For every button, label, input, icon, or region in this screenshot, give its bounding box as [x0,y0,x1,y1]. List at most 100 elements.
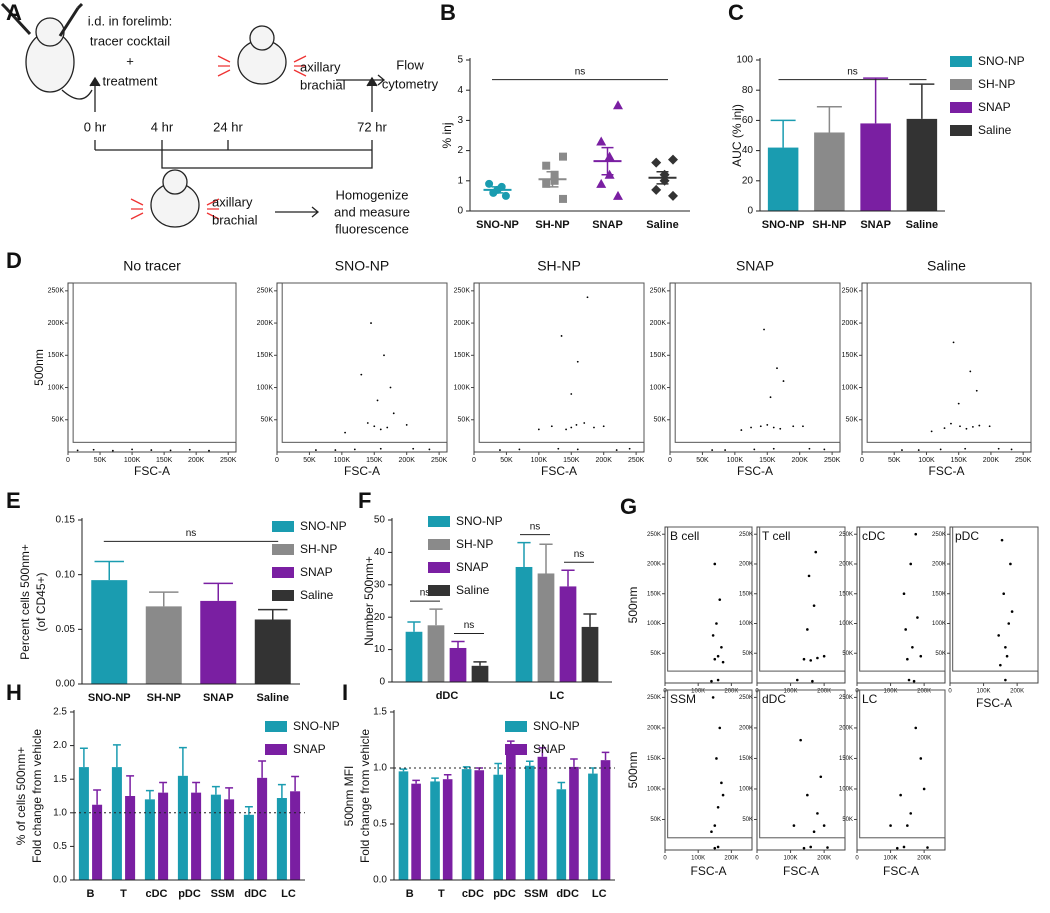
y-axis-label: % inj [440,122,454,148]
x-tick-label: SH-NP [147,692,181,704]
y-tick-label: 250K [739,695,753,701]
y-tick-label: 250K [932,532,946,538]
gate [759,526,846,672]
x-tick-label: SNAP [592,219,623,231]
bar [461,769,472,880]
x-tick-label: 200K [1010,689,1024,695]
bar [537,756,548,880]
y-tick-label: 3 [457,115,463,126]
bar [860,123,891,211]
data-point [812,604,816,607]
error-bar [557,781,566,790]
data-point [911,645,914,649]
x-tick-label: 50K [888,457,901,464]
annotation: ns [575,66,586,77]
y-tick-label: 50K [846,417,859,424]
error-bar [412,779,420,784]
data-point [711,634,715,637]
x-axis-label: FSC-A [134,464,170,478]
data-point [1009,562,1012,566]
y-tick-label: 20 [374,612,386,623]
data-point [593,426,595,429]
x-tick-label: 200K [724,689,738,695]
data-point [906,657,909,661]
x-tick-label: 200K [917,689,931,695]
data-point [819,775,823,779]
x-tick-label: SNO-NP [762,219,805,231]
x-tick-label: Saline [646,219,678,231]
data-point [565,428,567,431]
gate [859,689,946,839]
x-tick-label: 50K [94,457,107,464]
error-bar [770,119,796,148]
bar [515,566,533,682]
data-point [570,393,573,395]
y-tick-label: 0.5 [53,841,67,852]
legend-swatch [272,544,294,555]
data-point [613,190,623,200]
y-tick-label: 200K [932,562,946,568]
x-tick-label: 0 [663,856,667,862]
data-point [916,616,919,619]
bar [588,773,598,880]
data-point [501,191,510,200]
gate [281,282,448,443]
legend-swatch [428,585,450,596]
x-tick-label: 100K [727,457,744,464]
error-bar [601,146,614,176]
data-point [975,389,978,392]
error-bar [546,170,559,188]
error-bar [145,789,154,800]
gate [859,526,946,672]
timepoint: 0 hr [84,119,107,134]
x-tick-label: 100K [918,457,935,464]
y-tick-label: 0.0 [373,875,387,886]
diagram-text: brachial [212,212,258,227]
data-point [919,757,923,760]
legend-swatch [272,567,294,578]
gate [759,689,846,839]
plot-label: pDC [955,529,979,543]
data-point [724,449,727,451]
annotation: ns [420,588,431,599]
y-tick-label: 0 [379,677,385,688]
bar [471,665,489,682]
y-axis-label: AUC (% inj) [730,104,744,167]
error-bar [159,781,168,793]
data-point [412,447,415,450]
data-point [576,448,579,451]
data-point [366,422,369,424]
plot-frame [67,282,237,453]
plot-label: SSM [670,692,696,706]
annotation: ns [464,620,475,631]
data-point [909,562,913,566]
data-point [559,194,567,203]
y-tick-label: 250K [739,532,753,538]
error-bar [291,775,300,792]
annotation: ns [186,528,197,539]
y-tick-label: 150K [932,591,946,597]
x-tick-label: SNAP [203,692,234,704]
plot-title: SNAP [736,258,774,274]
plot-frame [856,689,946,851]
data-point [542,179,551,188]
y-tick-label: 1.5 [373,707,387,718]
data-point [959,425,961,428]
y-tick-label: 150K [257,352,274,359]
legend-label: SH-NP [978,77,1015,91]
y-axis-label: Fold change from vehicle [30,729,44,863]
error-bar [178,746,187,776]
mouse-icon [249,25,275,51]
plot-frame [756,689,846,851]
diagram-text: tracer cocktail [90,33,170,48]
x-tick-label: 150K [563,457,580,464]
data-point [370,322,372,324]
y-tick-label: 200K [48,320,65,327]
bar [524,765,535,880]
data-point [964,447,967,450]
bar [569,766,579,880]
arrow [89,76,378,112]
x-axis-label: FSC-A [976,696,1012,710]
panel-label: H [6,680,22,705]
data-point [763,328,765,331]
